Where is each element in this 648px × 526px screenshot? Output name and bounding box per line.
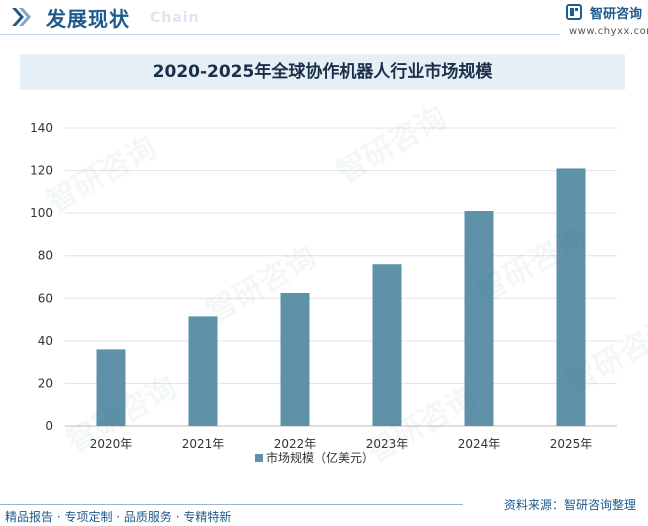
footer-divider: [0, 504, 463, 505]
section-title: 发展现状: [46, 7, 130, 31]
x-tick-label: 2020年: [90, 437, 133, 451]
page-header: 发展现状 Chain 智研咨询 www.chyxx.com: [0, 0, 648, 38]
bar-chart: 0 20 40 60 80 100 120 140 2020年 2021年 2022年 2023年 20…: [30, 121, 617, 465]
bar: [280, 292, 310, 426]
brand-name: 智研咨询: [590, 7, 643, 22]
footer-tagline: 精品报告 · 专项定制 · 品质服务 · 专精特新: [5, 510, 232, 524]
x-tick-label: 2022年: [274, 437, 317, 451]
brand-url: www.chyxx.com: [569, 26, 648, 37]
y-tick-label: 120: [30, 164, 53, 178]
y-tick-label: 100: [30, 206, 53, 220]
y-tick-label: 0: [45, 419, 53, 433]
section-subtitle: Chain: [150, 10, 200, 26]
y-tick-label: 40: [38, 334, 53, 348]
bar: [96, 349, 126, 426]
double-chevron-icon: [12, 8, 31, 26]
x-tick-label: 2023年: [366, 437, 409, 451]
bar: [372, 264, 402, 426]
bar: [464, 211, 494, 426]
chart-title: 2020-2025年全球协作机器人行业市场规模: [152, 62, 493, 82]
title-band: [20, 54, 625, 90]
header-divider: [0, 34, 560, 35]
legend-label: 市场规模（亿美元）: [266, 450, 374, 465]
brand-logo-icon: [566, 4, 582, 20]
legend-swatch: [255, 454, 263, 462]
data-source: 资料来源：智研咨询整理: [504, 498, 637, 512]
y-tick-label: 20: [38, 376, 53, 390]
y-tick-label: 60: [38, 291, 53, 305]
bar: [188, 316, 218, 426]
x-tick-label: 2024年: [458, 437, 501, 451]
x-tick-label: 2021年: [182, 437, 225, 451]
x-tick-label: 2025年: [550, 437, 593, 451]
y-tick-label: 140: [30, 121, 53, 135]
y-tick-label: 80: [38, 249, 53, 263]
bar: [556, 168, 586, 426]
